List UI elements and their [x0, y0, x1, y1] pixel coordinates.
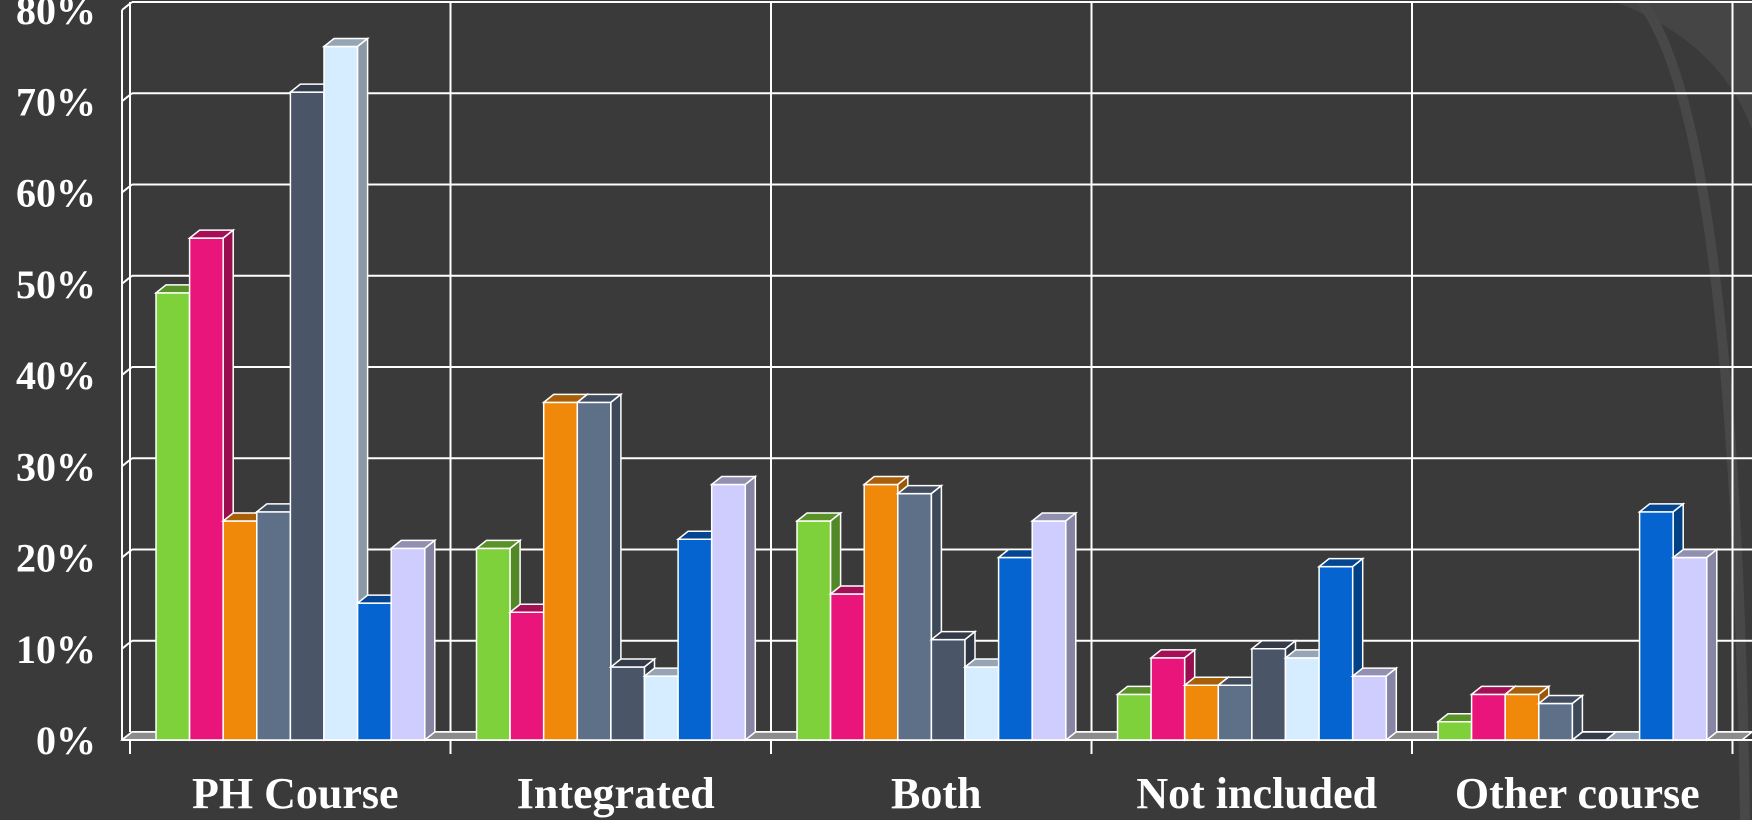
x-category-label: Other course [1455, 769, 1700, 818]
y-tick-label: 80% [16, 0, 96, 33]
bar-front [1031, 520, 1067, 741]
bar-front [997, 556, 1033, 741]
bar-front [1638, 511, 1674, 741]
bar-front [390, 547, 426, 741]
y-tick-label: 70% [16, 79, 96, 124]
bar-front [256, 511, 292, 741]
bar [389, 538, 437, 742]
bar [575, 392, 624, 742]
bar-front [542, 401, 579, 741]
bar-side [424, 538, 436, 742]
bar-side [744, 474, 757, 742]
bar-front [897, 492, 933, 741]
bar-front [356, 602, 392, 741]
bar-front [964, 666, 1000, 741]
x-category-label: Integrated [517, 769, 715, 818]
bar [1030, 511, 1078, 742]
x-category-label: Not included [1136, 769, 1377, 818]
bar-front [643, 675, 679, 741]
bar-front [1284, 657, 1320, 741]
x-category-label: PH Course [192, 769, 399, 818]
bar-front [289, 91, 325, 741]
y-tick-label: 50% [16, 262, 96, 307]
background-swoosh [1610, 0, 1752, 820]
bar-front [323, 45, 359, 741]
x-axis-labels: PH Course Integrated Both Not included Other… [192, 769, 1700, 818]
bar-front [222, 520, 258, 741]
bar [1671, 547, 1719, 742]
bar-front [1351, 675, 1388, 741]
bar [321, 36, 370, 742]
bar-front [1470, 693, 1506, 741]
bar [1536, 693, 1585, 742]
background-swoosh-arc [1610, 0, 1752, 130]
bar-front [1538, 702, 1574, 741]
bar-front [863, 483, 899, 741]
bar-front [1318, 565, 1354, 741]
bar [675, 529, 724, 742]
background-swoosh-line [1636, 0, 1750, 820]
y-tick-label: 30% [16, 444, 96, 489]
bar-front [1504, 693, 1540, 741]
bar-front [188, 237, 224, 741]
bar-front [796, 520, 832, 741]
y-tick-label: 10% [16, 627, 96, 672]
bar-front [1217, 684, 1253, 741]
bar [709, 474, 758, 742]
y-tick-label: 60% [16, 171, 96, 216]
bar-front [710, 483, 747, 741]
y-tick-label: 40% [16, 353, 96, 398]
bar-front [1251, 648, 1287, 741]
bar-front [155, 292, 191, 741]
bar [1350, 666, 1399, 742]
bar-front [610, 666, 646, 741]
bar-front [1672, 556, 1708, 741]
bar-front [677, 538, 713, 741]
bar-side [1065, 511, 1077, 742]
y-tick-label: 20% [16, 536, 96, 581]
y-axis-ticks: 0% 10% 20% 30% 40% 50% 60% 70% 80% [16, 0, 96, 763]
bar-front [509, 611, 545, 741]
bar-front [475, 547, 511, 741]
x-category-label: Both [891, 769, 981, 818]
bar-side [1706, 547, 1718, 742]
bar-front [1437, 721, 1473, 741]
bar-front [829, 593, 865, 741]
bar-front [576, 401, 612, 741]
bar-front [1150, 657, 1186, 741]
y-tick-label: 0% [36, 718, 96, 763]
bar-side [1385, 666, 1398, 742]
bar-front [930, 638, 966, 741]
bar-front [1116, 693, 1152, 741]
chart-bars [153, 36, 1719, 742]
bar-front [1183, 684, 1220, 741]
